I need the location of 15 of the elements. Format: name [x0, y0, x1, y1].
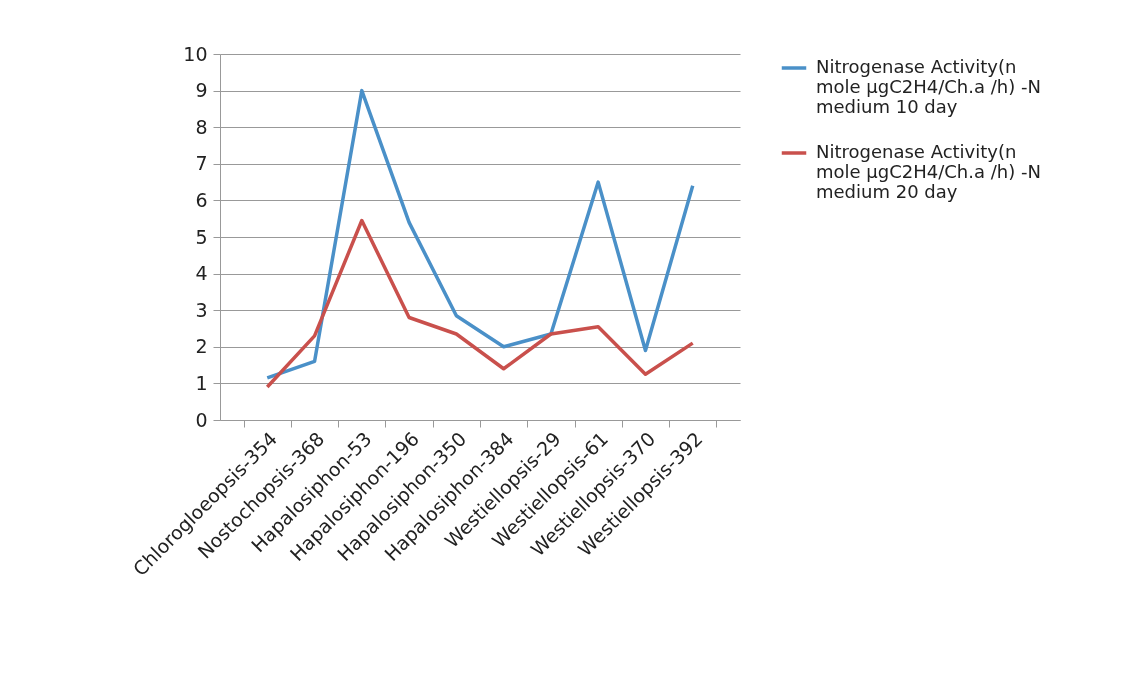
y-tick-label: 9 — [195, 79, 208, 102]
y-tick-label: 2 — [195, 335, 208, 358]
line-series — [265, 88, 695, 380]
y-tick-label: 10 — [183, 42, 208, 65]
legend-label: Nitrogenase Activity(n mole µgC2H4/Ch.a /h) -N medium 10 day — [816, 56, 1041, 117]
y-tick-label: 5 — [195, 225, 208, 248]
legend-label: Nitrogenase Activity(n mole µgC2H4/Ch.a /h) -N medium 20 day — [816, 141, 1041, 202]
y-tick-label: 0 — [195, 408, 208, 431]
y-tick-label: 3 — [195, 298, 208, 321]
y-tick-label: 6 — [195, 188, 208, 211]
y-tick-label: 1 — [195, 371, 208, 394]
y-tick-label: 4 — [195, 262, 208, 285]
line-series — [265, 218, 695, 389]
y-tick-label: 7 — [195, 152, 208, 175]
y-tick-label: 8 — [195, 115, 208, 138]
